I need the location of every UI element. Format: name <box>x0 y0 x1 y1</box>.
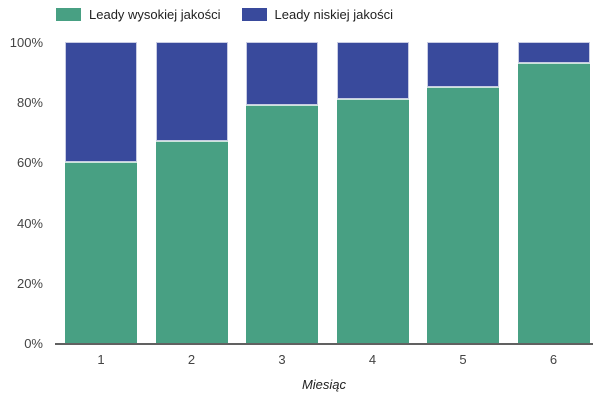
segment-high-quality-month-3[interactable] <box>246 105 318 343</box>
y-tick-60: 60% <box>16 155 43 171</box>
bar-month-3 <box>246 42 318 343</box>
legend-swatch-high-quality-icon <box>56 8 81 21</box>
x-tick-2: 2 <box>187 352 196 367</box>
segment-low-quality-month-1[interactable] <box>65 42 137 163</box>
segment-high-quality-month-6[interactable] <box>517 63 590 343</box>
segment-low-quality-month-2[interactable] <box>155 42 228 142</box>
x-tick-1: 1 <box>97 352 105 367</box>
x-tick-3: 3 <box>278 352 286 367</box>
segment-low-quality-month-6[interactable] <box>517 42 590 64</box>
legend-item-low-quality-leads: Leady niskiej jakości <box>241 7 394 22</box>
segment-low-quality-month-4[interactable] <box>336 42 409 100</box>
segment-low-quality-month-5[interactable] <box>427 42 499 88</box>
y-tick-0: 0% <box>24 336 43 351</box>
x-axis-line <box>55 343 593 345</box>
bar-month-1 <box>65 42 137 343</box>
bar-month-2 <box>155 42 228 343</box>
y-tick-20: 20% <box>16 275 43 291</box>
segment-high-quality-month-1[interactable] <box>65 162 137 343</box>
y-tick-80: 80% <box>16 95 43 111</box>
y-tick-100: 100% <box>9 35 43 50</box>
x-tick-6: 6 <box>549 352 558 367</box>
legend-label-high-quality: Leady wysokiej jakości <box>89 7 221 22</box>
bar-month-6 <box>517 42 590 343</box>
chart-legend: Leady wysokiej jakości Leady niskiej jak… <box>56 7 393 22</box>
bar-month-4 <box>336 42 409 343</box>
legend-label-low-quality: Leady niskiej jakości <box>274 7 394 22</box>
bar-month-5 <box>427 42 499 343</box>
x-axis-title: Miesiąc <box>301 377 347 392</box>
y-tick-40: 40% <box>16 215 43 231</box>
segment-low-quality-month-3[interactable] <box>246 42 318 106</box>
x-tick-4: 4 <box>368 352 377 367</box>
segment-high-quality-month-5[interactable] <box>427 87 499 343</box>
legend-item-high-quality-leads: Leady wysokiej jakości <box>56 7 221 22</box>
segment-high-quality-month-2[interactable] <box>155 141 228 343</box>
segment-high-quality-month-4[interactable] <box>336 99 409 343</box>
x-tick-5: 5 <box>459 352 467 367</box>
legend-swatch-low-quality-icon <box>241 8 267 21</box>
